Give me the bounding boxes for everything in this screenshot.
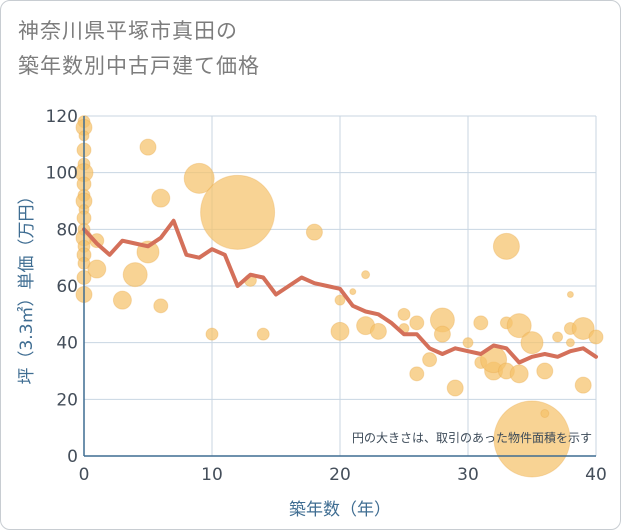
bubble-point — [493, 400, 571, 478]
bubble-point — [506, 313, 532, 339]
bubble-point — [574, 376, 592, 394]
average-price-line — [82, 218, 598, 365]
x-tick-label: 30 — [457, 465, 479, 485]
bubble-point — [205, 327, 219, 341]
bubble-point — [473, 315, 489, 331]
bubble-point — [151, 188, 171, 208]
x-axis-label: 築年数（年） — [289, 500, 391, 520]
bubble-point — [422, 352, 438, 368]
bubble-point — [369, 322, 387, 340]
bubble-point — [305, 223, 323, 241]
y-tick-label: 80 — [56, 220, 78, 240]
bubble-point — [122, 262, 148, 288]
y-tick-label: 0 — [67, 447, 78, 467]
bubble-point — [153, 298, 169, 314]
bubble-point — [330, 321, 350, 341]
bubble-point — [566, 291, 574, 298]
bubble-point — [565, 338, 575, 348]
bubble-point — [571, 317, 595, 340]
y-axis-label: 坪（3.3㎡）単価（万円） — [17, 187, 37, 384]
bubble-point — [520, 331, 544, 355]
tick-labels: 0 10 20 30 40 0 20 40 60 80 100 120 — [46, 107, 607, 485]
bubble-point — [334, 294, 346, 306]
y-tick-label: 60 — [56, 277, 78, 297]
bubble-point — [509, 364, 529, 384]
bubble-point — [183, 162, 215, 194]
y-tick-label: 40 — [56, 334, 78, 354]
bubble-point — [540, 409, 550, 418]
y-tick-label: 20 — [56, 390, 78, 410]
title-line-2: 築年数別中古戸建て価格 — [18, 54, 260, 78]
average-line-series — [82, 218, 598, 365]
x-tick-label: 40 — [585, 465, 607, 485]
bubble-point — [462, 337, 474, 349]
x-tick-label: 20 — [329, 465, 351, 485]
bubble-point — [536, 362, 554, 380]
bubble-point — [588, 329, 604, 345]
bubble-point — [139, 138, 157, 156]
bubble-point — [112, 290, 132, 310]
bubble-point — [87, 259, 107, 279]
y-tick-label: 100 — [46, 164, 78, 184]
bubble-point — [433, 325, 451, 343]
bubble-point — [552, 331, 564, 343]
bubble-point — [349, 288, 357, 296]
y-tick-label: 120 — [46, 107, 78, 127]
axes — [83, 116, 596, 457]
bubble-point — [409, 315, 425, 331]
bubble-point — [361, 270, 371, 280]
bubble-point — [256, 327, 270, 341]
bubble-point — [492, 232, 520, 260]
x-tick-label: 0 — [79, 465, 90, 485]
chart-title: 神奈川県平塚市真田の 築年数別中古戸建て価格 — [18, 14, 260, 84]
bubble-point — [200, 174, 276, 250]
bubble-point — [409, 366, 425, 382]
bubble-point — [446, 379, 464, 397]
bubble-point — [397, 307, 411, 321]
size-note: 円の大きさは、取引のあった物件面積を示す — [352, 430, 592, 445]
x-tick-label: 10 — [201, 465, 223, 485]
title-line-1: 神奈川県平塚市真田の — [18, 19, 238, 43]
